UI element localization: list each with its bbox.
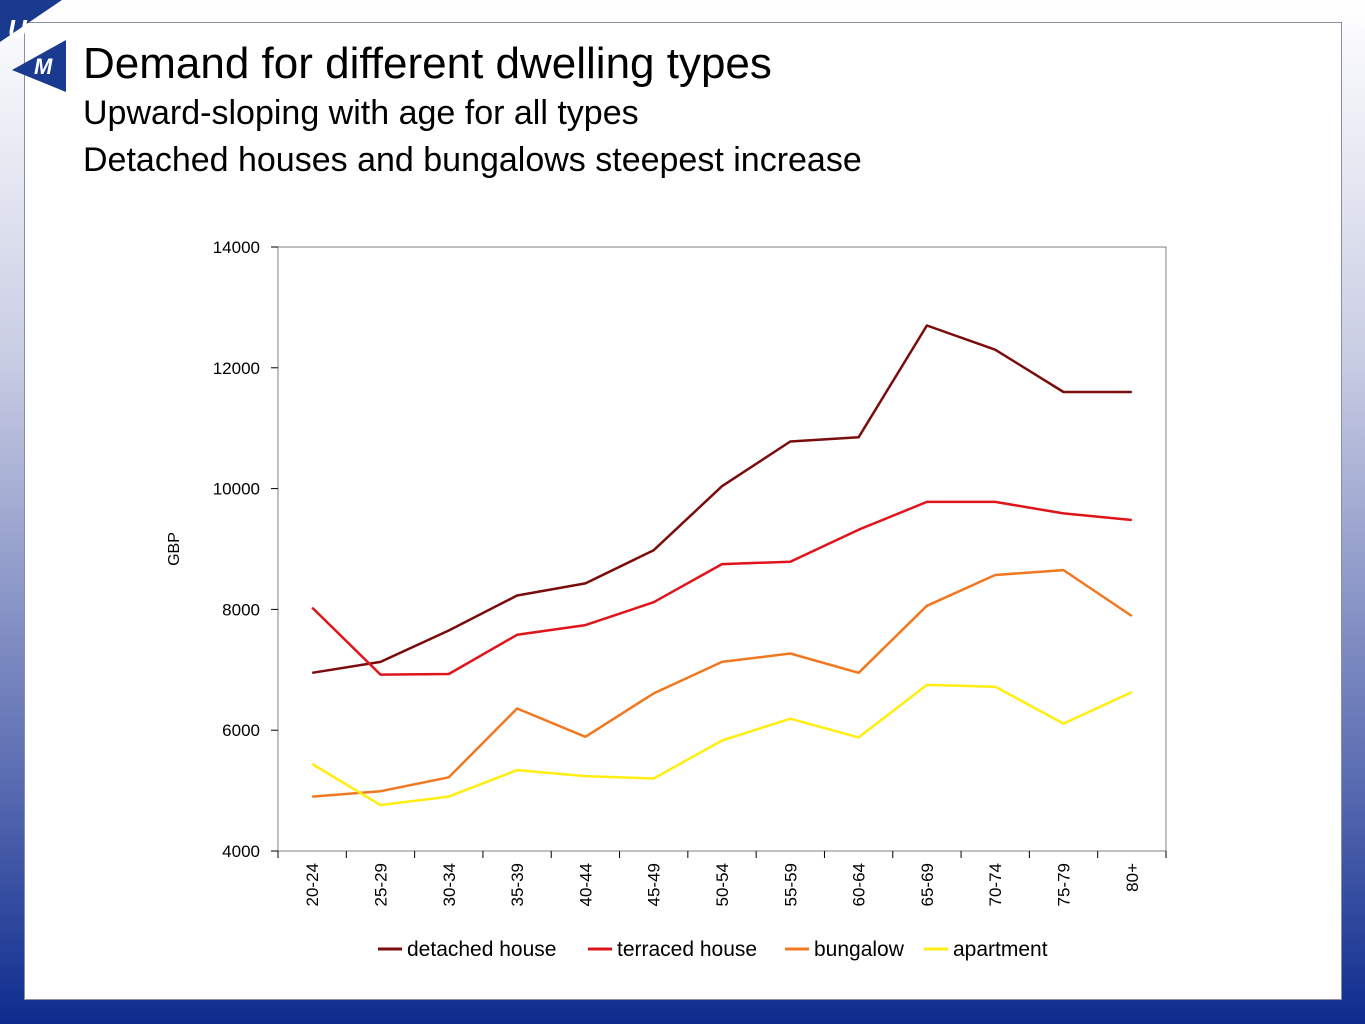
y-tick-label: 10000 xyxy=(213,480,260,499)
series-line-detached-house xyxy=(312,324,1132,675)
x-tick-label: 55-59 xyxy=(781,863,800,906)
y-tick-label: 4000 xyxy=(222,842,260,861)
y-tick-label: 14000 xyxy=(213,238,260,257)
x-tick-label: 70-74 xyxy=(986,863,1005,906)
x-tick-label: 60-64 xyxy=(850,863,869,906)
series-line-bungalow xyxy=(312,568,1133,798)
logo-upper-mark xyxy=(0,0,62,42)
x-tick-label: 75-79 xyxy=(1055,863,1074,906)
series-lines xyxy=(311,324,1133,807)
logo-lower-mark xyxy=(12,40,66,92)
x-tick-label: 45-49 xyxy=(645,863,664,906)
legend-label-detached-house: detached house xyxy=(407,938,556,961)
y-tick-label: 12000 xyxy=(213,359,260,378)
legend: detached house terraced house bungalow apar… xyxy=(378,938,1048,961)
x-tick-label: 65-69 xyxy=(918,863,937,906)
y-tick-label: 8000 xyxy=(222,600,260,619)
university-logo: U M xyxy=(0,0,66,92)
series-line-terraced-house xyxy=(311,500,1132,676)
x-tick-label: 50-54 xyxy=(713,863,732,906)
legend-label-bungalow: bungalow xyxy=(814,938,905,961)
series-line-apartment xyxy=(311,683,1133,807)
x-tick-label: 80+ xyxy=(1123,863,1142,892)
slide-title-block: Demand for different dwelling types Upwa… xyxy=(83,38,862,184)
y-axis: 4000 6000 8000 10000 12000 14000 xyxy=(213,238,278,861)
logo-letter-u: U xyxy=(8,14,28,44)
x-tick-label: 30-34 xyxy=(440,863,459,906)
legend-label-terraced-house: terraced house xyxy=(617,938,757,961)
y-axis-title: GBP xyxy=(166,532,183,566)
x-tick-label: 35-39 xyxy=(508,863,527,906)
legend-label-apartment: apartment xyxy=(953,938,1048,961)
x-axis: 20-24 25-29 30-34 35-39 40-44 45-49 50-54 55-59… xyxy=(277,851,1167,906)
y-tick-label: 6000 xyxy=(222,721,260,740)
slide-subtitle-2: Detached houses and bungalows steepest i… xyxy=(83,141,862,179)
logo-letter-m: M xyxy=(34,54,53,79)
x-tick-label: 40-44 xyxy=(576,863,595,906)
slide-title: Demand for different dwelling types xyxy=(83,39,772,88)
x-tick-label: 25-29 xyxy=(371,863,390,906)
x-tick-label: 20-24 xyxy=(303,863,322,906)
slide-subtitle-1: Upward-sloping with age for all types xyxy=(83,94,639,132)
plot-area xyxy=(277,246,1167,852)
